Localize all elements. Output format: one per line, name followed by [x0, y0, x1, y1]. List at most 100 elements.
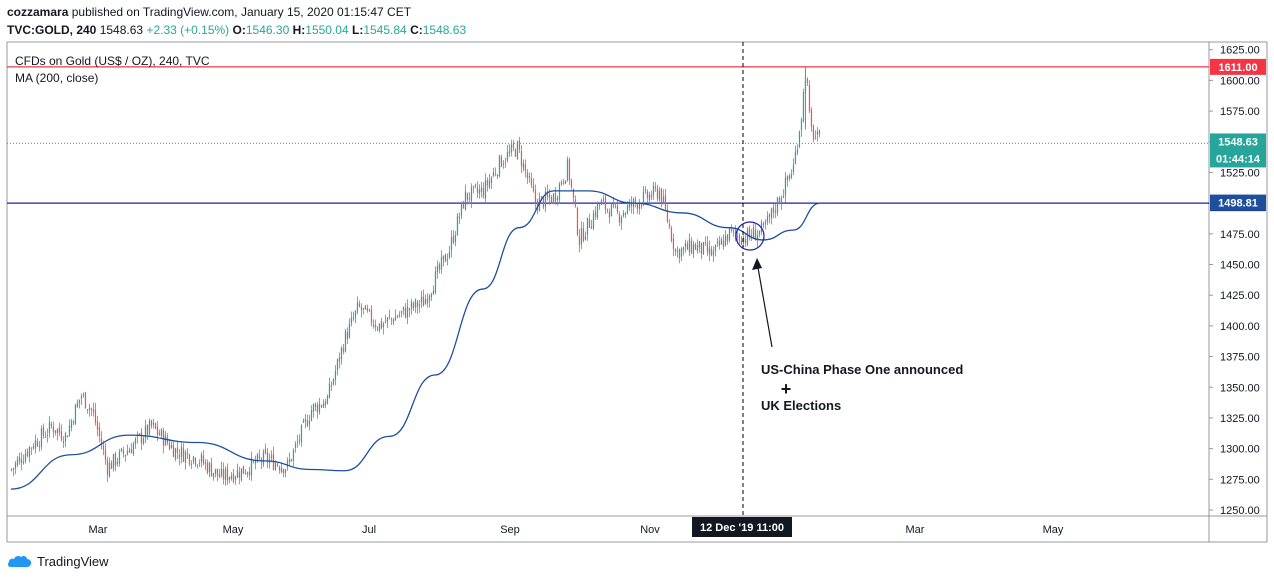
- candle-body: [206, 462, 209, 473]
- candle-body: [790, 174, 793, 178]
- price-tick-label: 1375.00: [1220, 352, 1260, 364]
- candle-body: [360, 306, 363, 311]
- candle-body: [724, 235, 727, 246]
- price-tick-label: 1350.00: [1220, 382, 1260, 394]
- candle-body: [758, 230, 761, 235]
- price-tick-label: 1575.00: [1220, 106, 1260, 118]
- candle-body: [616, 205, 619, 213]
- candle-body: [694, 244, 697, 250]
- candle-body: [180, 446, 183, 457]
- candle-body: [356, 302, 359, 312]
- candle-body: [396, 316, 399, 318]
- candle-body: [284, 469, 287, 473]
- candle-body: [446, 258, 449, 261]
- candle-body: [186, 453, 189, 455]
- candle-body: [550, 196, 553, 204]
- price-tick-label: 1275.00: [1220, 474, 1260, 486]
- candle-body: [596, 203, 599, 218]
- candle-body: [686, 243, 689, 250]
- last-price: 1548.63: [99, 23, 144, 37]
- candle-body: [576, 207, 579, 235]
- candle-body: [450, 236, 453, 251]
- candle-body: [274, 463, 277, 470]
- candle-body: [414, 299, 417, 308]
- candle-body: [784, 177, 787, 196]
- candle-body: [316, 404, 319, 413]
- candle-body: [792, 164, 795, 173]
- candle-body: [774, 210, 777, 213]
- price-tick-label: 1425.00: [1220, 290, 1260, 302]
- annotation-line-1: US-China Phase One announced: [761, 362, 963, 377]
- candle-body: [102, 446, 105, 450]
- candle-body: [324, 401, 327, 406]
- candle-body: [812, 126, 815, 140]
- candle-body: [242, 465, 245, 474]
- candle-body: [208, 463, 211, 472]
- candle-body: [612, 203, 615, 206]
- candle-body: [410, 301, 413, 309]
- candle-body: [646, 191, 649, 199]
- candle-body: [710, 248, 713, 256]
- candle-body: [212, 472, 215, 478]
- high-value: 1550.04: [305, 23, 349, 37]
- candle-body: [56, 428, 59, 434]
- candle-body: [156, 426, 159, 435]
- candle-body: [86, 409, 89, 411]
- candle-body: [340, 347, 343, 360]
- candle-body: [48, 421, 51, 434]
- candle-body: [398, 315, 401, 317]
- candle-body: [82, 394, 85, 396]
- candle-body: [54, 430, 57, 433]
- candle-body: [124, 454, 127, 457]
- candle-body: [780, 198, 783, 204]
- candle-body: [258, 455, 261, 459]
- price-tick-label: 1525.00: [1220, 167, 1260, 179]
- price-tick-label: 1600.00: [1220, 75, 1260, 87]
- candle-body: [458, 217, 461, 219]
- candle-body: [322, 403, 325, 408]
- candle-body: [818, 130, 821, 135]
- candle-body: [530, 178, 533, 185]
- candle-body: [492, 172, 495, 177]
- candle-body: [480, 187, 483, 192]
- candle-body: [762, 223, 765, 225]
- candle-body: [36, 441, 39, 447]
- footer: TradingView: [7, 552, 109, 570]
- candle-body: [20, 459, 23, 464]
- price-tick-label: 1625.00: [1220, 45, 1260, 57]
- candle-body: [630, 202, 633, 207]
- candle-body: [210, 463, 213, 477]
- candle-body: [234, 477, 237, 480]
- candle-body: [500, 156, 503, 167]
- candle-body: [372, 324, 375, 326]
- candle-body: [668, 223, 671, 227]
- candle-body: [30, 447, 33, 449]
- candle-body: [420, 296, 423, 303]
- footer-brand[interactable]: TradingView: [37, 553, 109, 569]
- candle-body: [712, 250, 715, 256]
- candle-body: [714, 245, 717, 252]
- candle-body: [476, 187, 479, 193]
- candle-body: [426, 298, 429, 304]
- candle-body: [386, 317, 389, 322]
- candle-body: [336, 359, 339, 371]
- candle-body: [654, 186, 657, 189]
- candle-body: [556, 197, 559, 200]
- candle-body: [598, 204, 601, 206]
- candle-body: [614, 205, 617, 207]
- candle-body: [670, 228, 673, 241]
- candle-body: [468, 198, 471, 200]
- close-value: 1548.63: [422, 23, 467, 37]
- candle-body: [154, 423, 157, 429]
- candle-body: [40, 428, 43, 447]
- time-axis[interactable]: Mar May Jul Sep Nov Mar May: [89, 524, 1064, 536]
- horizontal-lines: [7, 66, 1209, 204]
- author-name[interactable]: cozzamara: [7, 5, 69, 19]
- candle-body: [582, 228, 585, 241]
- candle-body: [626, 205, 629, 213]
- candle-body: [690, 240, 693, 254]
- candle-body: [314, 404, 317, 407]
- candle-body: [608, 211, 611, 218]
- price-axis[interactable]: 1625.001600.001575.001550.001525.001500.…: [1209, 45, 1260, 517]
